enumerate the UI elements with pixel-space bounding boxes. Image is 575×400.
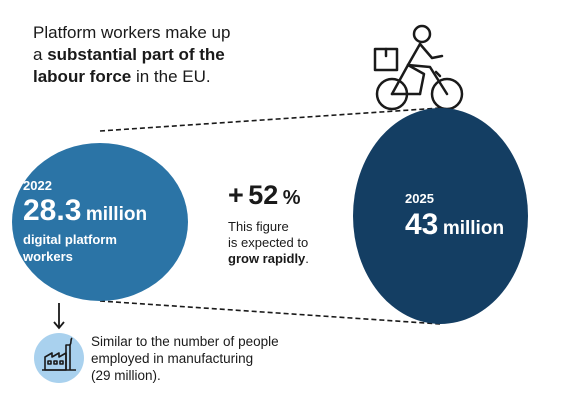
intro-line1: Platform workers make up xyxy=(33,23,231,42)
arrow-down-icon xyxy=(53,303,65,330)
value-2025: 43 million xyxy=(405,208,504,242)
intro-bold1: substantial part of the xyxy=(47,45,225,64)
growth-desc-end: . xyxy=(305,251,309,266)
growth-description: This figure is expected to grow rapidly. xyxy=(228,219,348,267)
bottom-dashed-line xyxy=(99,300,441,325)
label-2022-line2: workers xyxy=(23,249,73,264)
value-2022-number: 28.3 xyxy=(23,194,82,227)
intro-bold2: labour force xyxy=(33,67,132,86)
manufacturing-comparison: Similar to the number of people employed… xyxy=(91,333,331,384)
cyclist-delivery-icon xyxy=(373,24,464,111)
comparison-line3: (29 million). xyxy=(91,368,161,383)
value-2022-unit: million xyxy=(85,204,148,225)
growth-sign: + xyxy=(228,180,244,210)
growth-unit: % xyxy=(282,187,301,209)
growth-percentage: + 52 % xyxy=(228,180,301,211)
growth-desc-bold: grow rapidly xyxy=(228,251,306,266)
intro-text: Platform workers make up a substantial p… xyxy=(33,22,293,88)
value-2025-unit: million xyxy=(442,218,505,239)
factory-icon xyxy=(34,333,84,383)
year-2022: 2022 xyxy=(23,178,52,193)
intro-tail: in the EU. xyxy=(131,67,211,86)
growth-desc-line1: This figure xyxy=(228,219,289,234)
label-2022-line1: digital platform xyxy=(23,232,117,247)
value-2025-number: 43 xyxy=(405,208,439,241)
value-2022: 28.3 million xyxy=(23,194,147,228)
label-2022: digital platform workers xyxy=(23,231,117,265)
circle-2022 xyxy=(12,143,188,301)
circle-2025 xyxy=(353,108,528,324)
year-2025: 2025 xyxy=(405,191,434,206)
comparison-line1: Similar to the number of people xyxy=(91,334,279,349)
growth-value: 52 xyxy=(248,180,279,210)
top-dashed-line xyxy=(99,107,441,132)
comparison-line2: employed in manufacturing xyxy=(91,351,254,366)
growth-desc-line2: is expected to xyxy=(228,235,309,250)
intro-line2-lead: a xyxy=(33,45,48,64)
